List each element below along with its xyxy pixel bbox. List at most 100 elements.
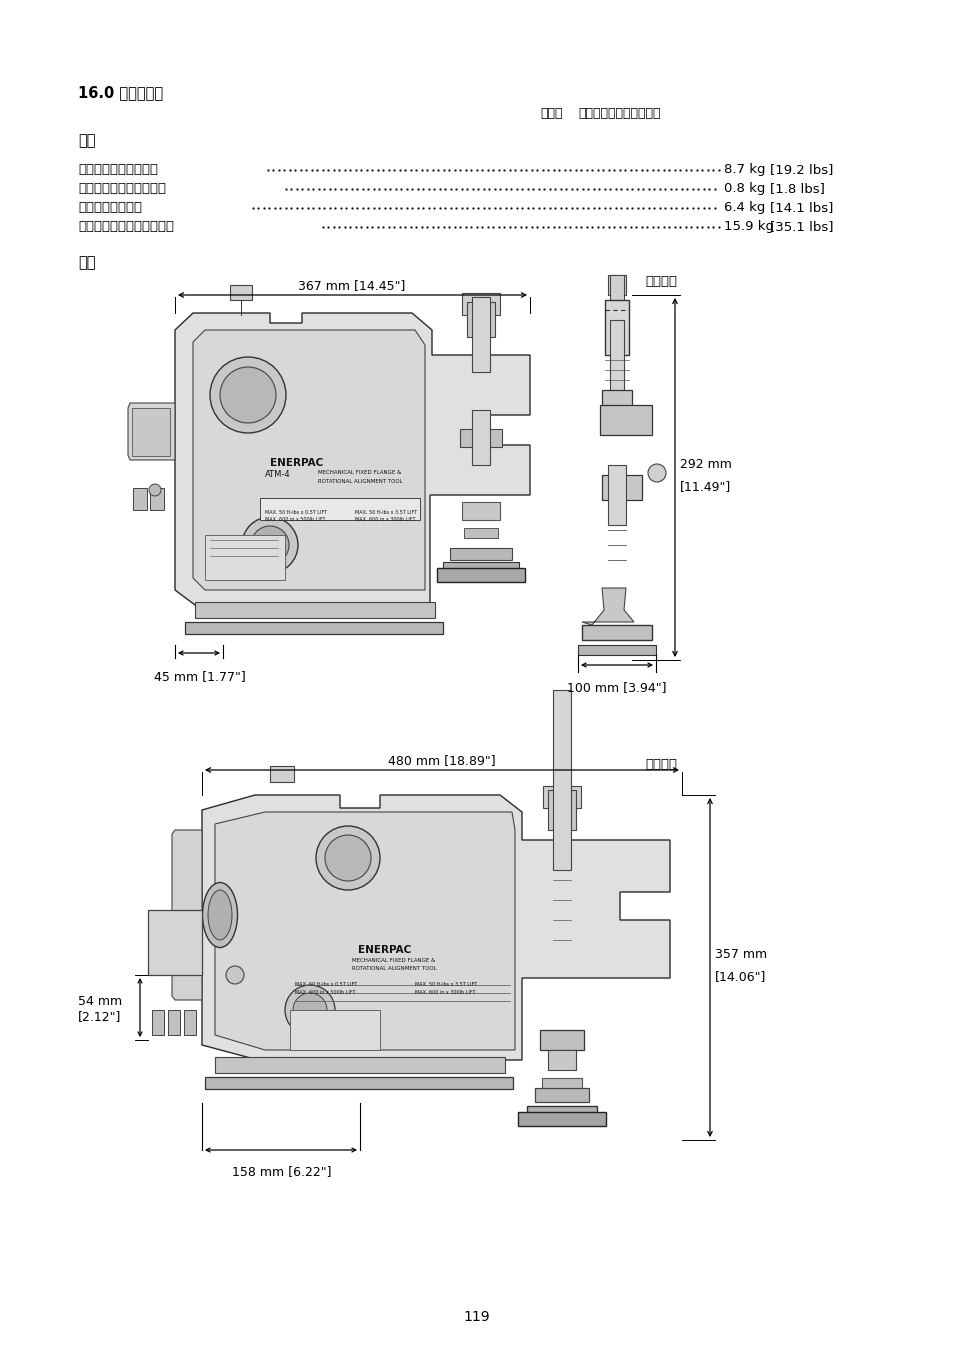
Circle shape: [220, 367, 275, 423]
Circle shape: [315, 826, 379, 890]
Text: 119: 119: [463, 1310, 490, 1324]
Bar: [436, 568, 524, 582]
Circle shape: [251, 526, 289, 564]
Bar: [185, 622, 442, 634]
Text: 480 mm [18.89"]: 480 mm [18.89"]: [388, 755, 496, 767]
Bar: [168, 1010, 180, 1035]
Circle shape: [293, 994, 327, 1027]
Text: [1.8 lbs]: [1.8 lbs]: [769, 182, 824, 194]
Bar: [539, 1030, 583, 1050]
Polygon shape: [174, 313, 530, 605]
Bar: [230, 285, 252, 300]
Text: 重量: 重量: [78, 134, 95, 148]
Bar: [459, 429, 501, 447]
Text: 292 mm: 292 mm: [679, 459, 731, 471]
Text: 8.7 kg: 8.7 kg: [723, 163, 764, 176]
Circle shape: [242, 517, 297, 572]
Text: [19.2 lbs]: [19.2 lbs]: [769, 163, 833, 176]
Circle shape: [325, 836, 371, 882]
Text: 158 mm [6.22"]: 158 mm [6.22"]: [232, 1165, 332, 1179]
Text: 表示の重量は概数です。: 表示の重量は概数です。: [578, 107, 659, 120]
Bar: [553, 690, 571, 869]
Text: 6.4 kg: 6.4 kg: [723, 201, 764, 215]
Bar: [150, 487, 164, 510]
Bar: [601, 475, 641, 500]
Bar: [547, 1050, 576, 1071]
Text: 16.0 重量と寸法: 16.0 重量と寸法: [78, 85, 163, 100]
Bar: [535, 1088, 588, 1102]
Text: [2.12"]: [2.12"]: [78, 1010, 121, 1023]
Text: ROTATIONAL ALIGNMENT TOOL: ROTATIONAL ALIGNMENT TOOL: [317, 479, 402, 485]
Bar: [541, 1079, 581, 1089]
Text: MAX. 50 ft-lbs x 0.5T LIFT: MAX. 50 ft-lbs x 0.5T LIFT: [294, 981, 356, 987]
Bar: [601, 390, 631, 410]
Text: ATM-4: ATM-4: [265, 470, 291, 479]
Text: ENERPAC: ENERPAC: [270, 458, 323, 468]
Text: [14.1 lbs]: [14.1 lbs]: [769, 201, 833, 215]
Text: MECHANICAL FIXED FLANGE &: MECHANICAL FIXED FLANGE &: [352, 958, 435, 963]
Polygon shape: [202, 795, 669, 1060]
Bar: [450, 548, 512, 560]
Text: 100 mm [3.94"]: 100 mm [3.94"]: [567, 680, 666, 694]
Text: 最大伸長: 最大伸長: [644, 757, 677, 771]
Text: 45 mm [1.77"]: 45 mm [1.77"]: [154, 670, 246, 683]
Bar: [599, 405, 651, 435]
Ellipse shape: [202, 883, 237, 948]
Bar: [205, 535, 285, 580]
Text: MAX. 600 in x 300lb LIFT: MAX. 600 in x 300lb LIFT: [415, 990, 475, 995]
Text: [14.06"]: [14.06"]: [714, 971, 765, 983]
Polygon shape: [193, 329, 424, 590]
Bar: [132, 487, 147, 510]
Text: 357 mm: 357 mm: [714, 949, 766, 961]
Text: MAX. 600 in x 500lb LIFT: MAX. 600 in x 500lb LIFT: [294, 990, 355, 995]
Bar: [607, 275, 625, 296]
Text: トルクレンチとソケット: トルクレンチとソケット: [78, 182, 166, 194]
Bar: [442, 562, 518, 572]
Circle shape: [210, 356, 286, 433]
Circle shape: [285, 986, 335, 1035]
Bar: [609, 275, 623, 315]
Bar: [260, 498, 419, 520]
Text: MAX. 50 ft-lbs x 0.5T LIFT: MAX. 50 ft-lbs x 0.5T LIFT: [265, 510, 327, 514]
Circle shape: [226, 967, 244, 984]
Bar: [270, 765, 294, 782]
Text: MAX. 600 in x 500lb LIFT: MAX. 600 in x 500lb LIFT: [265, 517, 325, 522]
Bar: [526, 1106, 597, 1116]
Bar: [132, 408, 170, 456]
Text: 寸法: 寸法: [78, 255, 95, 270]
Ellipse shape: [208, 890, 232, 940]
Text: MAX. 50 ft-lbs x 3.5T LIFT: MAX. 50 ft-lbs x 3.5T LIFT: [415, 981, 476, 987]
Bar: [194, 602, 435, 618]
Polygon shape: [128, 404, 174, 460]
Bar: [467, 302, 495, 338]
Bar: [461, 502, 499, 520]
Polygon shape: [214, 811, 515, 1050]
Bar: [152, 1010, 164, 1035]
Text: 367 mm [14.45"]: 367 mm [14.45"]: [298, 279, 405, 292]
Text: ストラップ付きツール: ストラップ付きツール: [78, 163, 158, 176]
Text: メモ：: メモ：: [539, 107, 562, 120]
Bar: [148, 910, 202, 975]
Bar: [517, 1112, 605, 1126]
Text: MAX. 50 ft-lbs x 3.5T LIFT: MAX. 50 ft-lbs x 3.5T LIFT: [355, 510, 416, 514]
Text: キャリングケース: キャリングケース: [78, 201, 142, 215]
Text: 0.8 kg: 0.8 kg: [723, 182, 764, 194]
Text: 15.9 kg: 15.9 kg: [723, 220, 773, 234]
Text: [11.49"]: [11.49"]: [679, 481, 731, 493]
Bar: [607, 464, 625, 525]
Bar: [542, 786, 580, 809]
Bar: [609, 320, 623, 410]
Circle shape: [149, 485, 161, 495]
Text: 54 mm: 54 mm: [78, 995, 122, 1008]
Polygon shape: [172, 830, 202, 1000]
Text: 上記の項目すべての総重量: 上記の項目すべての総重量: [78, 220, 173, 234]
Bar: [578, 645, 656, 655]
Bar: [205, 1077, 513, 1089]
Bar: [472, 410, 490, 464]
Bar: [214, 1057, 504, 1073]
Circle shape: [647, 464, 665, 482]
Text: ROTATIONAL ALIGNMENT TOOL: ROTATIONAL ALIGNMENT TOOL: [352, 967, 436, 971]
Text: MECHANICAL FIXED FLANGE &: MECHANICAL FIXED FLANGE &: [317, 470, 401, 475]
Bar: [547, 790, 576, 830]
Bar: [604, 300, 628, 355]
